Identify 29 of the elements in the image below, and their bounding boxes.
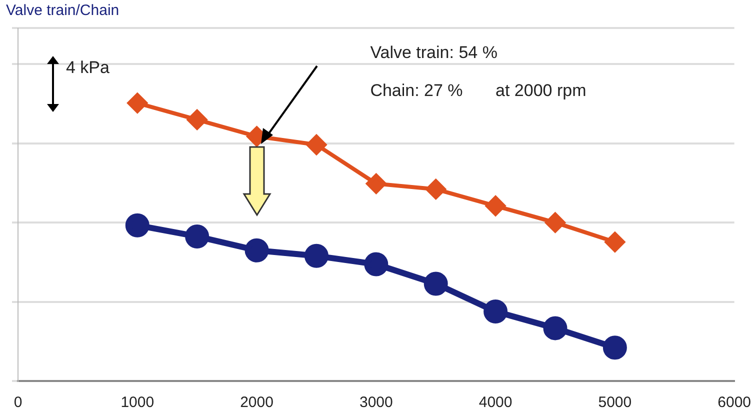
point: [306, 134, 326, 155]
point: [244, 238, 269, 262]
point: [366, 174, 386, 194]
point: [426, 179, 446, 200]
point: [304, 244, 328, 268]
point: [484, 300, 508, 324]
point: [604, 232, 625, 252]
x-tick-label: 3000: [359, 394, 393, 412]
text: Chain: 27 %: [370, 81, 463, 101]
point: [543, 316, 568, 340]
text: 4 kPa: [66, 58, 110, 78]
point: [602, 336, 627, 360]
point: [364, 252, 388, 276]
point: [125, 213, 150, 238]
point: [185, 224, 210, 248]
point: [424, 272, 448, 296]
x-tick-label: 2000: [240, 394, 274, 412]
point: [187, 110, 208, 130]
text: Valve train: 54 %: [370, 43, 498, 63]
point: [545, 212, 566, 233]
text: at 2000 rpm: [496, 81, 586, 101]
point: [127, 93, 148, 114]
x-tick-label: 5000: [598, 394, 632, 412]
chart-title: Valve train/Chain: [6, 2, 120, 19]
point: [486, 196, 506, 216]
x-tick-label: 4000: [478, 394, 512, 412]
x-tick-label: 0: [14, 394, 22, 412]
x-tick-label: 6000: [718, 394, 752, 412]
x-tick-label: 1000: [120, 394, 154, 412]
